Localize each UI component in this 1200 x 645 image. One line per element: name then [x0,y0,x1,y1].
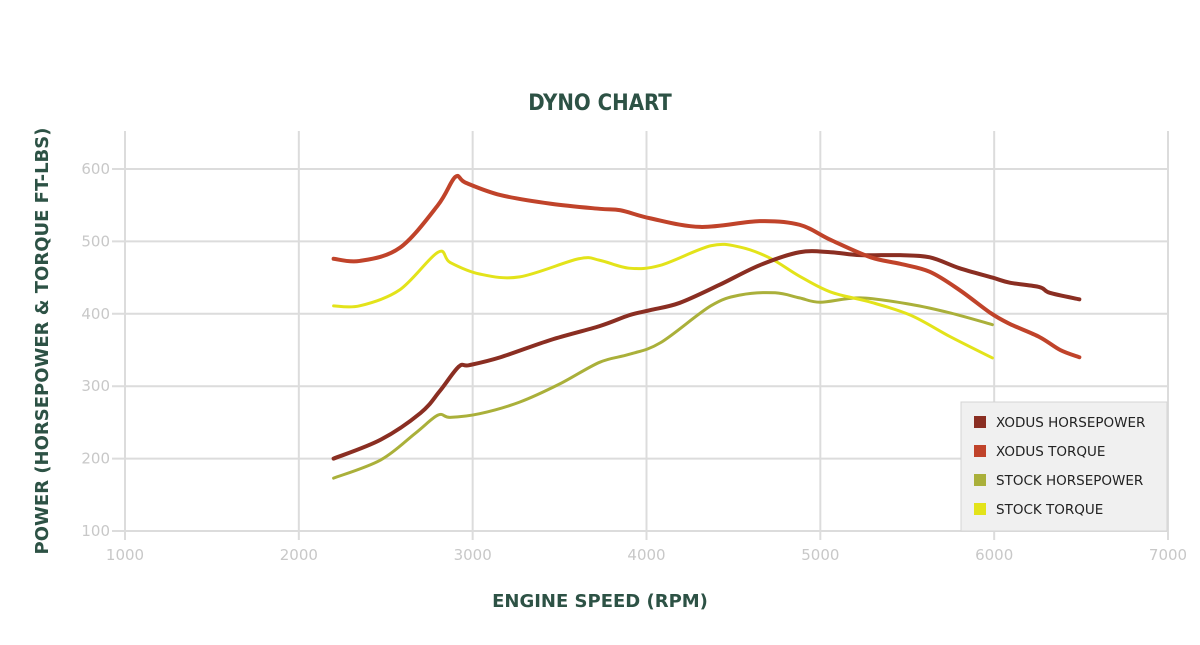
legend-swatch [974,445,986,457]
legend-label: XODUS HORSEPOWER [996,415,1145,431]
legend: XODUS HORSEPOWER XODUS TORQUE STOCK HORSEP… [960,401,1168,532]
x-tick-label: 6000 [975,546,1013,564]
y-tick-label: 600 [81,160,110,178]
legend-label: STOCK TORQUE [996,502,1103,518]
legend-swatch [974,416,986,428]
series-line-xodus-horsepower [331,249,1082,461]
series-line-xodus-torque [331,173,1082,360]
y-tick-label: 200 [81,450,110,468]
y-tick-label: 400 [81,305,110,323]
legend-swatch [974,503,986,515]
y-tick-label: 100 [81,522,110,540]
x-axis-label: ENGINE SPEED (RPM) [492,591,708,612]
y-tick-label: 500 [81,232,110,250]
legend-swatch [974,474,986,486]
y-axis-label: POWER (HORSEPOWER & TORQUE FT-LBS) [32,128,53,555]
x-tick-label: 7000 [1149,546,1187,564]
x-tick-label: 4000 [627,546,665,564]
x-tick-label: 1000 [106,546,144,564]
grid [112,131,1169,540]
x-tick-label: 5000 [801,546,839,564]
y-tick-label: 300 [81,377,110,395]
chart-title: DYNO CHART [528,91,672,116]
x-tick-label: 3000 [454,546,492,564]
x-tick-label: 2000 [280,546,318,564]
series-lines [331,173,1082,480]
series-line-stock-torque [332,242,994,360]
legend-label: XODUS TORQUE [996,444,1105,460]
legend-label: STOCK HORSEPOWER [996,473,1143,489]
tick-labels: 1000 2000 3000 4000 5000 6000 7000 100 200 300 400… [81,160,1187,564]
